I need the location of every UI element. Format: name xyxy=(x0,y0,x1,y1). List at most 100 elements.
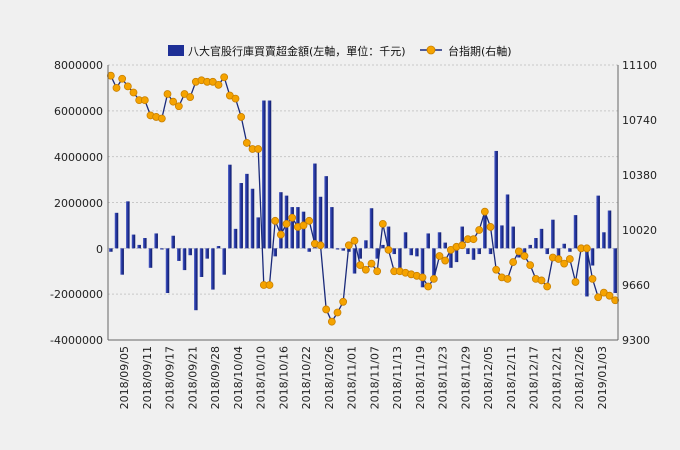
line-point xyxy=(288,213,297,222)
legend-bar-label: 八大官股行庫買賣超金額(左軸，單位：千元) xyxy=(188,44,406,58)
line-point xyxy=(429,274,438,283)
left-tick-label: 4000000 xyxy=(54,151,103,164)
line-point xyxy=(435,252,444,260)
bar xyxy=(477,248,481,255)
bar xyxy=(148,248,153,268)
right-axis: 11100 10740 10380 10020 9660 9300 xyxy=(622,59,657,347)
line-point xyxy=(186,93,195,101)
x-tick-label: 2018/09/05 xyxy=(118,346,131,409)
line-point xyxy=(373,267,382,276)
bar xyxy=(239,183,243,249)
line-point xyxy=(424,282,433,291)
bar xyxy=(199,248,204,277)
line-point xyxy=(174,102,183,111)
left-tick-label: -2000000 xyxy=(50,288,103,301)
bar xyxy=(534,238,538,249)
bar xyxy=(545,248,549,255)
line-point xyxy=(140,96,149,105)
bar xyxy=(454,248,459,263)
x-tick-label: 2018/12/05 xyxy=(482,346,495,409)
bar xyxy=(267,100,272,249)
bar xyxy=(573,215,578,249)
bar xyxy=(330,207,334,249)
bar xyxy=(313,163,317,249)
bar xyxy=(471,248,476,260)
line-point xyxy=(276,230,285,239)
bar xyxy=(613,248,617,294)
bar xyxy=(562,243,566,249)
bar xyxy=(109,248,113,252)
left-tick-label: 2000000 xyxy=(54,197,103,210)
right-tick-label: 10020 xyxy=(622,224,657,237)
line-point xyxy=(469,235,478,244)
bar xyxy=(568,248,572,252)
x-tick-label: 2018/12/26 xyxy=(573,346,586,409)
line-point xyxy=(378,219,387,228)
line-point xyxy=(344,241,353,250)
bar xyxy=(171,235,175,249)
line-point xyxy=(242,139,251,147)
x-tick-label: 2018/11/13 xyxy=(391,346,404,409)
bar xyxy=(205,248,209,259)
bar xyxy=(483,212,487,249)
x-tick-label: 2018/11/19 xyxy=(414,346,427,409)
line-point xyxy=(582,244,591,253)
line-point xyxy=(305,216,314,225)
bar xyxy=(143,238,147,249)
line-point xyxy=(123,82,132,91)
bar xyxy=(488,248,493,255)
bar xyxy=(256,217,260,249)
line-point xyxy=(299,221,308,230)
bar xyxy=(415,248,419,257)
line-point xyxy=(327,317,336,326)
legend-line-label: 台指期(右軸) xyxy=(448,44,512,58)
bar xyxy=(386,226,391,249)
line-point xyxy=(509,258,518,266)
left-axis: 8000000 6000000 4000000 2000000 0 -20000… xyxy=(50,59,103,347)
bar xyxy=(250,188,255,249)
bar xyxy=(381,244,385,249)
bar xyxy=(233,228,238,249)
bar xyxy=(420,248,425,288)
index-line xyxy=(110,75,616,324)
x-tick-label: 2018/11/23 xyxy=(437,346,450,409)
bar xyxy=(602,232,606,249)
bar xyxy=(398,248,402,273)
line-point xyxy=(543,282,552,291)
legend-line-marker xyxy=(426,45,436,55)
line-series xyxy=(106,71,620,326)
line-point xyxy=(106,71,115,80)
gridlines xyxy=(108,64,618,341)
x-tick-label: 2018/11/01 xyxy=(346,346,359,409)
bar xyxy=(273,248,277,257)
bar xyxy=(403,232,408,249)
line-point xyxy=(537,276,546,285)
line-point xyxy=(520,252,529,260)
bar xyxy=(301,211,306,249)
right-tick-label: 9660 xyxy=(622,279,650,292)
line-point xyxy=(588,274,597,283)
line-point xyxy=(571,278,580,286)
bar xyxy=(182,248,187,271)
line-point xyxy=(231,94,240,103)
left-tick-label: -4000000 xyxy=(50,334,103,347)
x-tick-label: 2018/10/22 xyxy=(300,346,313,409)
line-point xyxy=(565,255,574,263)
line-point xyxy=(220,73,229,82)
bar xyxy=(466,248,470,255)
bar xyxy=(494,150,498,249)
line-point xyxy=(611,296,620,305)
line-point xyxy=(526,261,535,270)
x-tick-label: 2018/10/26 xyxy=(323,346,336,409)
line-point xyxy=(237,113,246,121)
line-point xyxy=(282,219,291,228)
bar xyxy=(511,226,515,249)
line-point xyxy=(605,291,614,300)
x-tick-label: 2018/09/11 xyxy=(141,346,154,409)
bar xyxy=(460,226,464,249)
bar xyxy=(318,196,323,249)
line-point xyxy=(112,84,121,92)
line-point xyxy=(492,265,501,274)
bar xyxy=(194,248,198,311)
